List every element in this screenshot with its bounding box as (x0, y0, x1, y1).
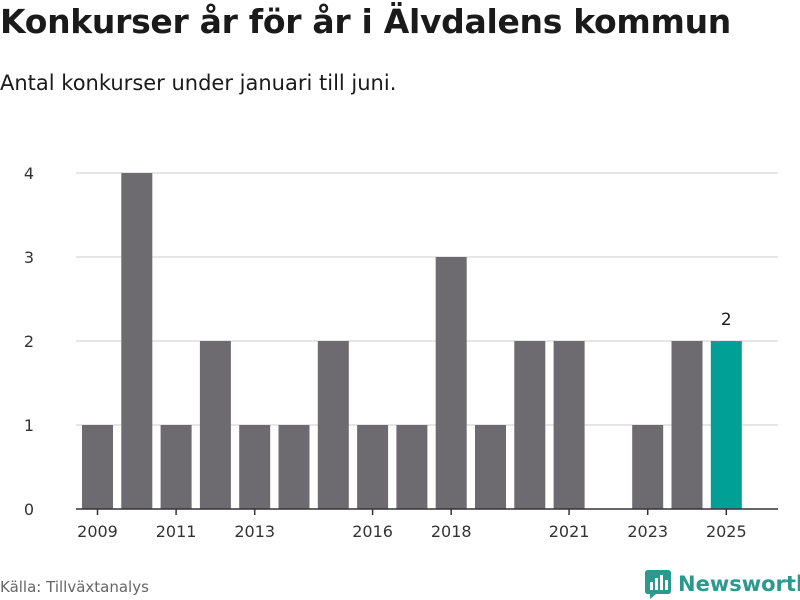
x-tick-label: 2021 (549, 522, 590, 541)
bar-2011 (160, 425, 192, 509)
x-tick-label: 2023 (627, 522, 668, 541)
bar-2019 (475, 425, 506, 509)
brand-name: Newsworthy (678, 572, 800, 596)
bar-2012 (199, 341, 231, 509)
bar-2018 (435, 257, 467, 509)
newsworthy-logo-icon (645, 570, 671, 599)
bar-2024 (671, 341, 703, 509)
y-tick-label: 0 (24, 500, 34, 519)
y-tick-label: 1 (24, 416, 34, 435)
data-label-2025: 2 (721, 310, 732, 330)
data-labels: 2 (721, 310, 732, 330)
y-tick-label: 3 (24, 248, 34, 267)
bar-2017 (396, 425, 428, 509)
y-axis: 0 1 2 3 4 (24, 164, 34, 519)
bar-2015 (317, 341, 349, 509)
bar-2013 (239, 425, 271, 509)
bar-2025 (710, 341, 742, 509)
x-axis: 2009 2011 2013 2016 2018 2021 2023 2025 (76, 508, 778, 541)
y-tick-label: 2 (24, 332, 34, 351)
bar-2014 (278, 425, 310, 509)
bar-2009 (82, 425, 113, 509)
brand-logo: Newsworthy (644, 568, 800, 600)
x-tick-label: 2025 (706, 522, 747, 541)
x-tick-label: 2009 (77, 522, 118, 541)
chart-title: Konkurser år för år i Älvdalens kommun (0, 2, 731, 41)
x-tick-label: 2013 (234, 522, 275, 541)
bar-2023 (632, 425, 664, 509)
chart-subtitle: Antal konkurser under januari till juni. (0, 71, 397, 95)
x-tick-label: 2011 (156, 522, 197, 541)
bar-2010 (121, 173, 153, 509)
y-tick-label: 4 (24, 164, 34, 183)
bars (82, 173, 742, 509)
source-note: Källa: Tillväxtanalys (0, 578, 149, 596)
bar-2020 (514, 341, 546, 509)
x-tick-label: 2016 (352, 522, 393, 541)
bar-chart: 2009 2011 2013 2016 2018 2021 2023 2025 0 1 2 3 4 2 (24, 164, 778, 541)
bar-2021 (553, 341, 585, 509)
x-tick-label: 2018 (431, 522, 472, 541)
bar-2016 (357, 425, 389, 509)
